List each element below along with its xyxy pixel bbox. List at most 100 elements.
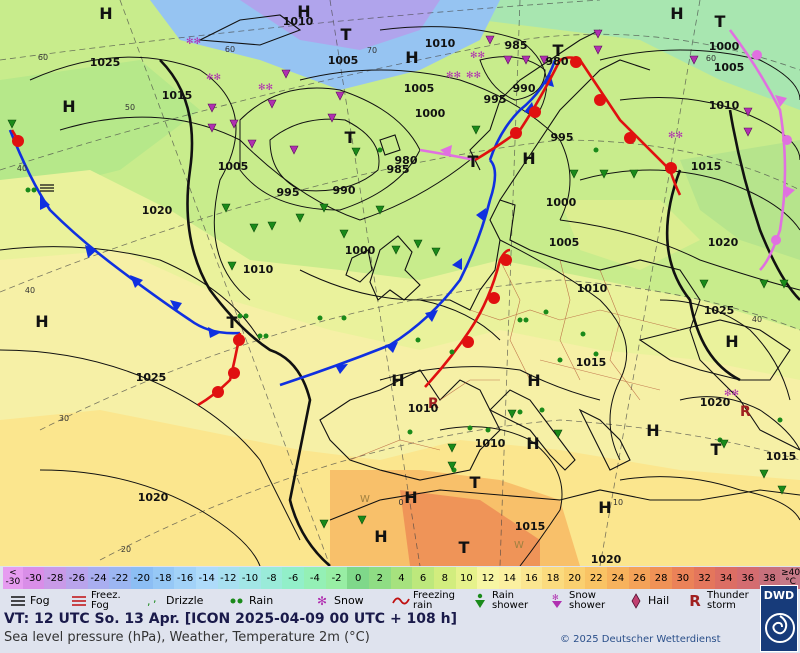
high-pressure-markers: H H H H H H H H H H H H H H H [35,2,738,546]
high-pressure-label: H [598,498,611,517]
isobar-label: 1010 [709,99,740,112]
scale-cell: 12 [477,567,499,589]
low-pressure-label: T [227,313,238,332]
high-pressure-label: H [527,371,540,390]
svg-text:✻✻: ✻✻ [466,71,481,81]
high-pressure-label: H [526,434,539,453]
graticule-label: 40 [25,286,35,295]
legend-rain-shower: Rain shower [471,591,528,611]
temperature-scale: < -30 -30 -28 -26 -24 -22 -20 -18 -16 -14 -12 -10 -8-… [3,567,800,589]
isobar-label: 1000 [709,40,740,53]
weather-map-svg: ✻✻ ✻✻ ✻✻ ✻✻ ✻✻ ✻✻ ✻✻ ✻✻ R R W W 1010 1010 1025 1… [0,0,800,566]
scale-cell: 30 [671,567,694,589]
isobar-label: 1000 [415,107,446,120]
isobar-label: 1000 [546,196,577,209]
legend-snow-label: Snow [334,594,364,607]
high-pressure-label: H [99,4,112,23]
scale-cell: 4 [390,567,413,589]
svg-text:✻✻: ✻✻ [470,51,485,61]
scale-cell: 20 [563,567,586,589]
high-pressure-label: H [405,48,418,67]
isobar-label: 1000 [345,244,376,257]
svg-text:✻✻: ✻✻ [668,131,683,141]
svg-text:✻✻: ✻✻ [446,71,461,81]
isobar-label: 1005 [328,54,359,67]
svg-text:,: , [153,594,157,605]
scale-cell: 18 [542,567,564,589]
high-pressure-label: H [670,4,683,23]
low-pressure-label: T [715,12,726,31]
legend-fog-label: Fog [30,594,50,607]
isobar-label: 980 [395,154,418,167]
isobar-label: 990 [513,82,536,95]
scale-cell: 36 [736,567,759,589]
scale-cell: 8 [433,567,456,589]
isobar-label: 1020 [138,491,169,504]
legend-snow: ✻ Snow [313,591,364,611]
isobar-label: 1010 [475,437,506,450]
low-pressure-label: T [345,128,356,147]
legend-drizzle-label: Drizzle [166,594,204,607]
high-pressure-label: H [297,2,310,21]
legend-rain-shower-line1: Rain [492,590,514,601]
legend-freezing-fog-label: Freez. Fog [91,591,121,611]
legend-thunderstorm-line2: storm [707,600,736,611]
svg-text:✻✻: ✻✻ [206,73,221,83]
isobar-label: 995 [551,131,574,144]
svg-text:W: W [360,494,370,505]
isobar-label: 1025 [90,56,121,69]
isobar-label: 1020 [708,236,739,249]
low-pressure-label: T [553,41,564,60]
isobar-label: 1015 [515,520,546,533]
low-pressure-label: T [341,25,352,44]
scale-cell: 16 [520,567,543,589]
low-pressure-label: T [459,538,470,557]
rain-shower-icon [471,592,489,610]
legend-snow-shower-label: Snow shower [569,591,605,611]
isobar-label: 1005 [218,160,249,173]
scale-cell: -16 [174,567,196,589]
scale-cell: -26 [66,567,88,589]
svg-text:✻✻: ✻✻ [724,389,739,399]
scale-cell: -12 [217,567,240,589]
low-pressure-label: T [468,152,479,171]
legend-freezing-rain-line2: rain [413,600,433,611]
isobar-label: 1010 [425,37,456,50]
drizzle-icon: ,, [145,592,163,610]
isobar-label: 1015 [766,450,797,463]
graticule-label: 40 [17,164,27,173]
isobar-label: 985 [387,163,410,176]
scale-cell: -22 [109,567,131,589]
high-pressure-label: H [725,332,738,351]
legend-freezing-fog: Freez. Fog [70,591,121,611]
scale-cell: 34 [715,567,737,589]
dwd-logo-text: DWD [763,589,795,602]
svg-text:R: R [740,404,751,420]
dwd-logo: DWD [760,585,798,652]
scale-cell: -14 [195,567,218,589]
scale-cell: -2 [325,567,348,589]
scale-cell: -30 [22,567,45,589]
legend-freezing-fog-line2: Fog [91,600,109,611]
isobar-label: 1020 [591,553,622,566]
weather-map: ✻✻ ✻✻ ✻✻ ✻✻ ✻✻ ✻✻ ✻✻ ✻✻ R R W W 1010 1010 1025 1… [0,0,800,566]
high-pressure-label: H [62,97,75,116]
scale-cell: -4 [304,567,326,589]
snow-icon: ✻ [316,594,328,608]
scale-cell: 28 [650,567,672,589]
scale-cell: -20 [130,567,153,589]
scale-cell: -6 [282,567,305,589]
isobar-label: 995 [484,93,507,106]
isobar-label: 1005 [404,82,435,95]
isobar-label: 995 [277,186,300,199]
legend-freezing-rain-label: Freezing rain [413,591,455,611]
isobar-label: 980 [546,55,569,68]
high-pressure-label: H [35,312,48,331]
scale-cell: 22 [585,567,608,589]
scale-cell: -18 [152,567,175,589]
graticule-label: 20 [121,545,131,554]
scale-cell: 26 [628,567,651,589]
valid-time: VT: 12 UTC So. 13 Apr. [ICON 2025-04-09 … [4,611,458,627]
graticule-label: 60 [225,45,235,54]
scale-cell: 32 [693,567,716,589]
